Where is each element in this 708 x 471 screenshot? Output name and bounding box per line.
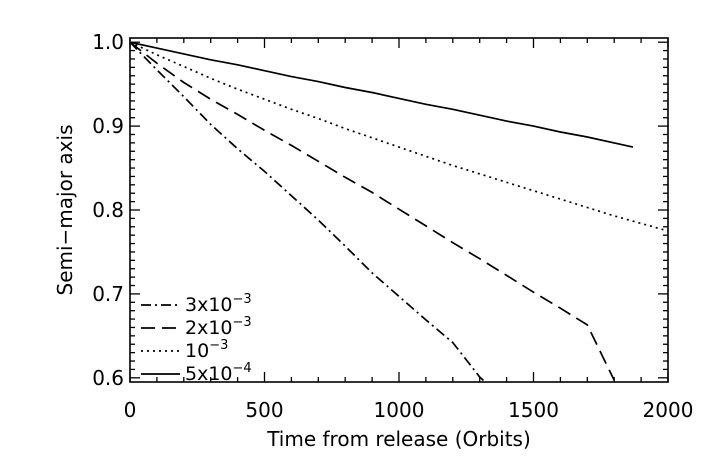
- y-axis-label: Semi−major axis: [53, 125, 77, 296]
- series-line: [130, 41, 615, 381]
- x-tick-label: 1500: [508, 398, 559, 422]
- x-tick-label: 1000: [374, 398, 425, 422]
- legend-entry: 2x10−3: [141, 315, 252, 339]
- legend-label: 3x10−3: [185, 292, 252, 316]
- legend-entry: 10−3: [141, 338, 228, 362]
- plot-lines: [130, 41, 668, 382]
- series-line: [130, 41, 486, 382]
- legend-label: 5x10−4: [185, 361, 252, 385]
- y-tick-label: 0.9: [92, 114, 124, 138]
- legend-label: 2x10−3: [185, 315, 252, 339]
- x-axis-label: Time from release (Orbits): [266, 427, 531, 451]
- series-line: [130, 41, 668, 232]
- y-tick-label: 0.6: [92, 366, 124, 390]
- x-tick-label: 2000: [643, 398, 694, 422]
- y-tick-label: 0.8: [92, 198, 124, 222]
- x-tick-label: 0: [124, 398, 137, 422]
- axis-ticks: [129, 38, 669, 382]
- x-tick-label: 500: [245, 398, 283, 422]
- series-line: [130, 41, 634, 148]
- x-tick-labels: 0 500 1000 1500 2000: [124, 398, 694, 422]
- legend-label: 10−3: [185, 338, 228, 362]
- y-tick-label: 0.7: [92, 282, 124, 306]
- legend: 3x10−3 2x10−3 10−3 5x10−4: [141, 292, 252, 385]
- y-tick-labels: 1.0 0.9 0.8 0.7 0.6: [92, 30, 124, 390]
- legend-entry: 3x10−3: [141, 292, 252, 316]
- y-tick-label: 1.0: [92, 30, 124, 54]
- plot-frame: [129, 37, 669, 383]
- legend-entry: 5x10−4: [141, 361, 252, 385]
